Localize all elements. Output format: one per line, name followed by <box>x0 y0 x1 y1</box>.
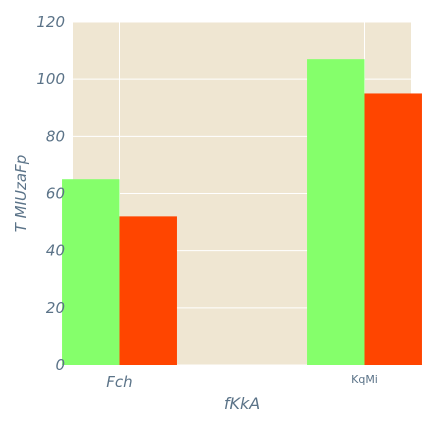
x-tick-label: KqMi <box>351 373 378 386</box>
bar-Fch-series-1 <box>62 179 120 365</box>
y-tick-labels: 0 20 40 60 80 100 120 <box>36 13 65 374</box>
y-tick-label: 20 <box>46 299 65 317</box>
x-tick-label: Fch <box>106 373 132 391</box>
bars <box>62 59 422 366</box>
bar-KqMi-series-2 <box>364 93 422 365</box>
y-tick-label: 40 <box>46 242 65 260</box>
x-tick-labels: Fch KqMi <box>106 373 378 391</box>
bar-KqMi-series-1 <box>307 59 365 366</box>
y-tick-label: 100 <box>36 70 65 88</box>
y-tick-label: 60 <box>46 185 65 203</box>
x-axis-label: fKkA <box>224 394 260 413</box>
y-tick-label: 80 <box>46 127 65 145</box>
bar-Fch-series-2 <box>119 216 177 365</box>
y-tick-label: 0 <box>55 356 65 374</box>
y-tick-label: 120 <box>36 13 65 31</box>
y-axis-label: T MIUzaFp <box>12 155 30 233</box>
